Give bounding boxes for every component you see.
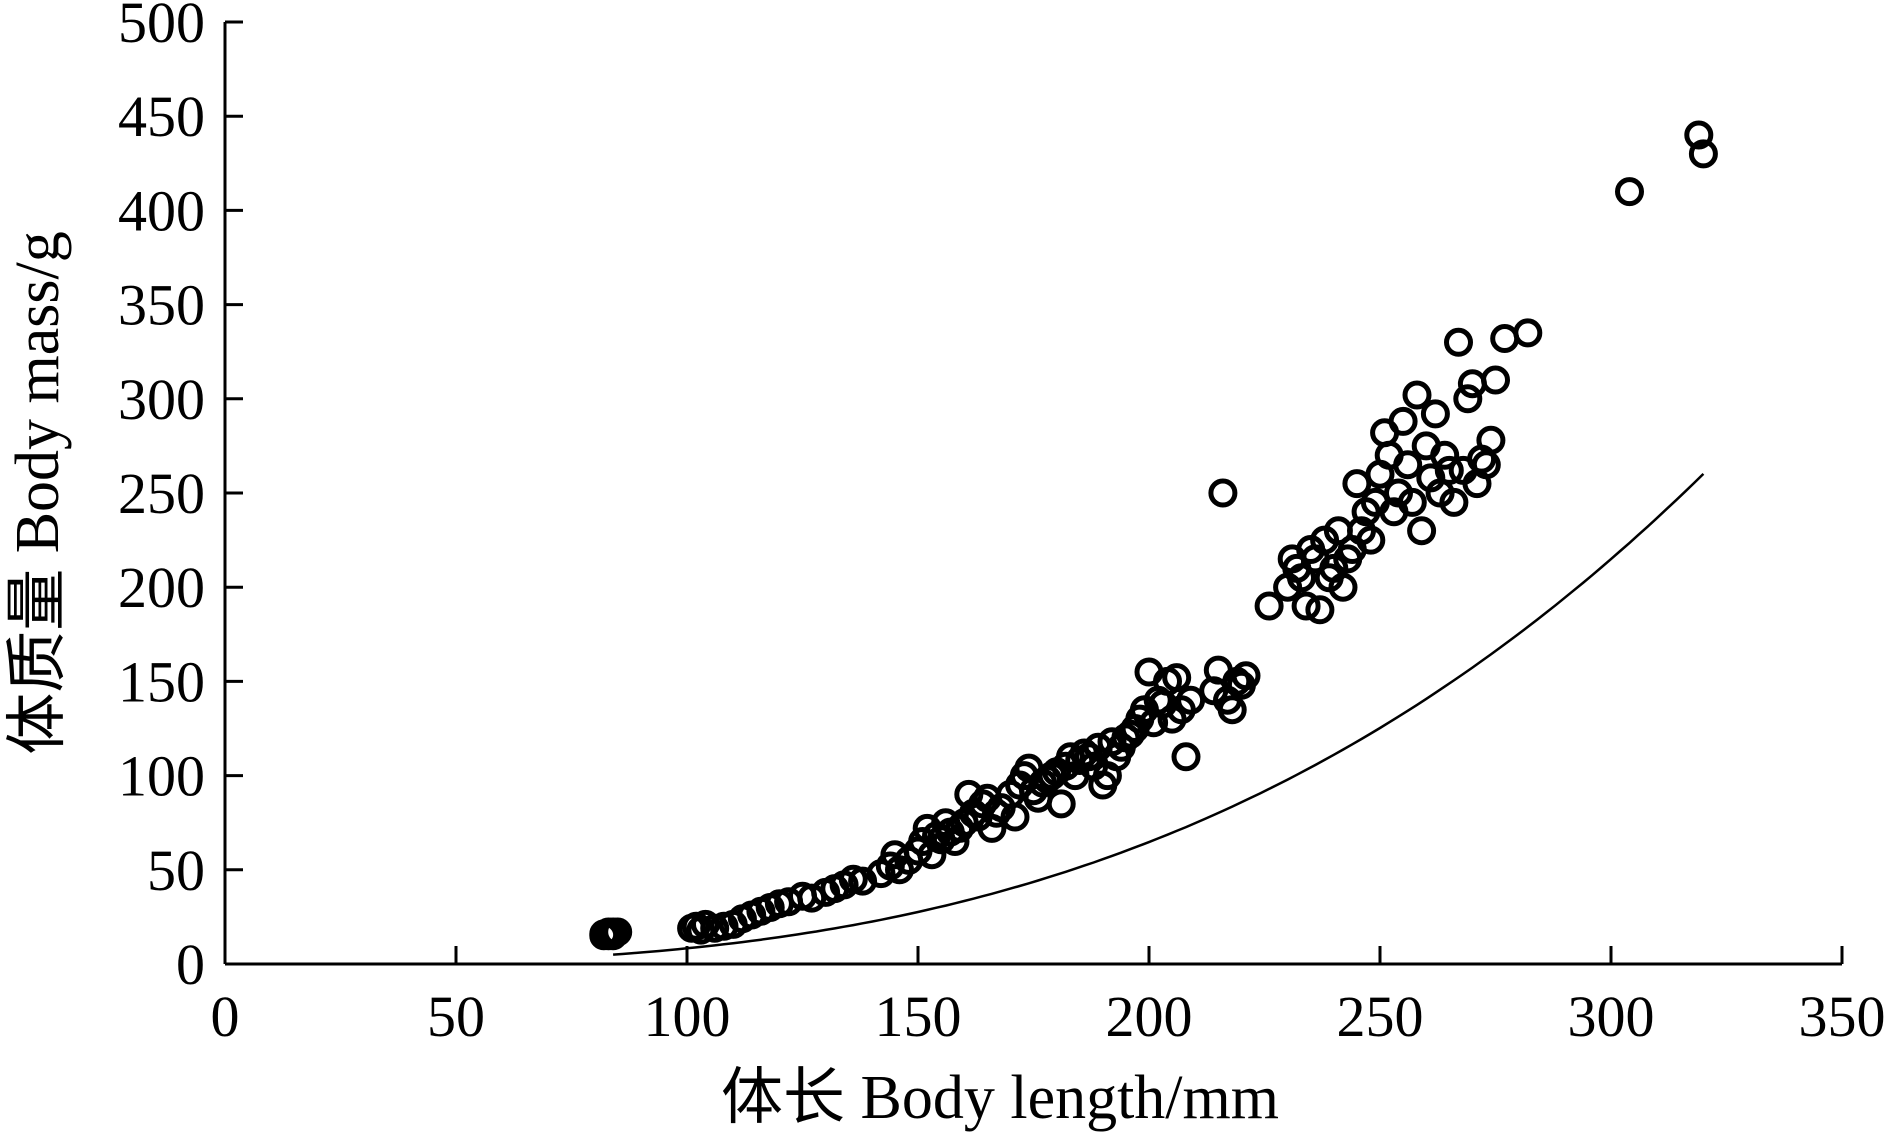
data-point (1444, 327, 1473, 357)
x-axis-ticks: 0 50 100 150 200 250 300 350 (211, 946, 1886, 1049)
y-tick-label: 200 (118, 555, 205, 620)
x-tick-label: 300 (1568, 984, 1655, 1049)
data-point (1457, 369, 1487, 399)
data-point (1328, 572, 1358, 602)
data-point (1046, 789, 1076, 819)
x-tick-label: 150 (875, 984, 962, 1049)
x-tick-label: 200 (1106, 984, 1193, 1049)
data-point (1231, 661, 1261, 691)
data-point (797, 883, 827, 913)
data-point (1481, 365, 1510, 395)
y-tick-label: 450 (118, 84, 205, 149)
y-tick-label: 300 (118, 367, 205, 432)
x-tick-label: 350 (1799, 984, 1886, 1049)
y-tick-label: 250 (118, 461, 205, 526)
x-axis-title: 体长 Body length/mm (721, 1064, 1279, 1132)
y-tick-label: 400 (118, 178, 205, 243)
data-point (1684, 120, 1714, 150)
data-point (1430, 440, 1460, 470)
data-point (1490, 324, 1520, 353)
data-point (1305, 595, 1335, 625)
data-point (1342, 469, 1372, 499)
data-point (1171, 742, 1201, 772)
y-axis-ticks: 0 50 100 150 200 250 300 350 400 450 500 (118, 0, 243, 997)
y-tick-label: 150 (118, 649, 205, 714)
data-point (1688, 139, 1718, 169)
x-tick-label: 0 (211, 984, 240, 1049)
data-point (1439, 487, 1469, 517)
data-point (1291, 591, 1321, 621)
data-point (1208, 478, 1238, 508)
data-point (1356, 525, 1386, 555)
plot-area: 0 50 100 150 200 250 300 350 0 50 100 150 200 250 300… (118, 0, 1886, 1049)
data-point (1476, 425, 1506, 455)
y-tick-label: 350 (118, 273, 205, 338)
data-point (1453, 384, 1483, 414)
y-tick-label: 500 (118, 0, 205, 55)
data-point (1434, 455, 1464, 485)
data-point (1287, 563, 1316, 593)
data-point (1615, 177, 1644, 207)
data-point (1176, 685, 1206, 715)
data-point (1407, 516, 1437, 546)
fit-curve (613, 473, 1705, 956)
data-point (1217, 695, 1247, 725)
y-tick-label: 50 (147, 838, 205, 903)
x-tick-label: 100 (644, 984, 731, 1049)
y-tick-label: 100 (118, 744, 205, 809)
data-point (1397, 487, 1427, 517)
x-tick-label: 50 (427, 984, 485, 1049)
data-point (1162, 663, 1192, 693)
y-tick-label: 0 (176, 932, 205, 997)
data-point (1513, 318, 1543, 348)
y-axis-title: 体质量 Body mass/g (4, 231, 72, 755)
x-tick-label: 250 (1337, 984, 1424, 1049)
data-point (982, 798, 1011, 828)
data-point (1000, 802, 1030, 832)
data-point (1388, 406, 1418, 436)
data-point (1420, 399, 1450, 429)
data-point (1402, 380, 1432, 410)
data-point (1393, 450, 1423, 480)
data-point (589, 921, 619, 951)
data-point (1254, 591, 1284, 621)
data-points (589, 120, 1718, 951)
